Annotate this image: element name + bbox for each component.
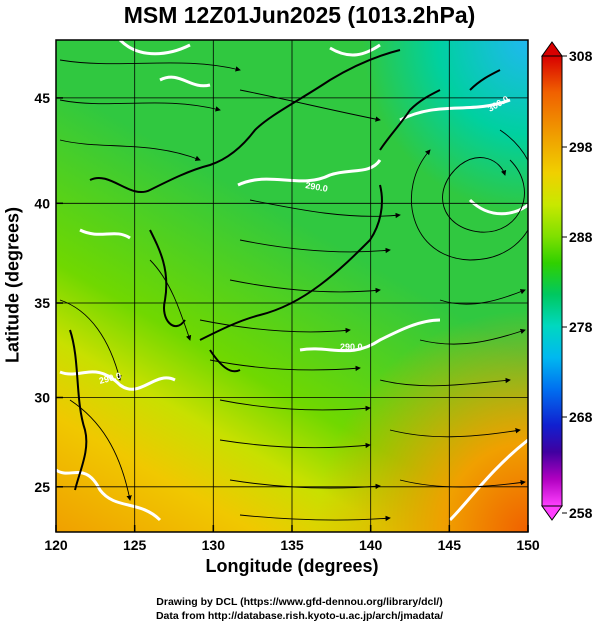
y-tick-label: 35 xyxy=(34,295,50,311)
colorbar-tick-label: 268 xyxy=(569,409,593,425)
colorbar-tick-label: 258 xyxy=(569,505,593,521)
isotherm-contours xyxy=(56,40,528,522)
y-tick-label: 30 xyxy=(34,390,50,406)
x-tick-label: 150 xyxy=(516,537,540,553)
x-tick-label: 145 xyxy=(438,537,462,553)
y-tick-label: 25 xyxy=(34,479,50,495)
x-axis-label: Longitude (degrees) xyxy=(205,556,379,576)
coastlines xyxy=(69,49,501,491)
colorbar-top-arrow xyxy=(541,41,563,57)
colorbar-tick-label: 278 xyxy=(569,319,593,335)
colorbar-scale xyxy=(541,55,563,507)
page-title: MSM 12Z01Jun2025 (1013.2hPa) xyxy=(123,2,476,28)
credit-line-drawing: Drawing by DCL (https://www.gfd-dennou.o… xyxy=(156,596,443,608)
temperature-field: 300.0 290.0 290.0 290.0 xyxy=(56,40,528,532)
grid-lines xyxy=(56,40,528,532)
y-tick-label: 45 xyxy=(34,90,50,106)
x-tick-label: 125 xyxy=(123,537,147,553)
contour-label: 290.0 xyxy=(340,342,363,352)
x-tick-label: 140 xyxy=(359,537,383,553)
contour-label: 290.0 xyxy=(305,180,329,194)
x-tick-label: 130 xyxy=(202,537,226,553)
x-tick-label: 120 xyxy=(44,537,68,553)
wind-streamlines xyxy=(59,59,528,522)
colorbar-tick-label: 298 xyxy=(569,139,593,155)
x-tick-label: 135 xyxy=(280,537,304,553)
colorbar-bottom-arrow xyxy=(541,505,563,521)
colorbar-tick-label: 288 xyxy=(569,229,593,245)
x-axis-ticks: 120 125 130 135 140 145 150 xyxy=(44,525,540,553)
colorbar-tick-label: 308 xyxy=(569,48,593,64)
colorbar: 308 298 288 278 268 258 xyxy=(541,41,593,521)
colorbar-ticks: 308 298 288 278 268 258 xyxy=(562,48,593,521)
y-axis-ticks: 25 30 35 40 45 xyxy=(34,90,63,495)
y-axis-label: Latitude (degrees) xyxy=(2,206,23,364)
credit-line-data: Data from http://database.rish.kyoto-u.a… xyxy=(155,610,444,622)
y-tick-label: 40 xyxy=(34,195,50,211)
